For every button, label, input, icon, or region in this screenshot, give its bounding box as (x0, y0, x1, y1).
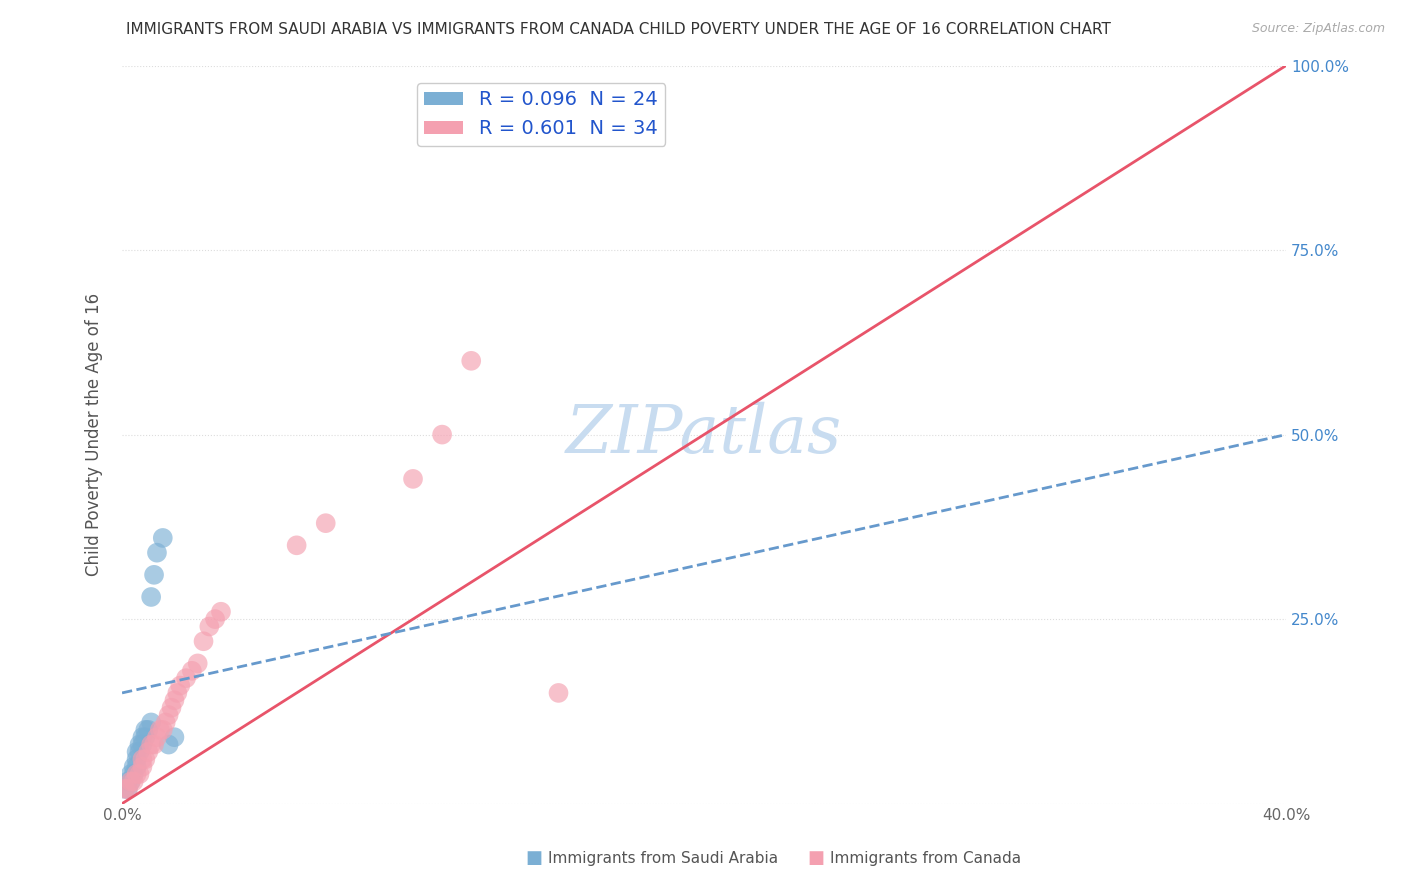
Point (120, 767, 142, 781)
Text: IMMIGRANTS FROM SAUDI ARABIA VS IMMIGRANTS FROM CANADA CHILD POVERTY UNDER THE A: IMMIGRANTS FROM SAUDI ARABIA VS IMMIGRAN… (127, 22, 1111, 37)
Point (120, 774, 142, 789)
Point (547, 686, 569, 700)
Text: Immigrants from Saudi Arabia: Immigrants from Saudi Arabia (548, 852, 779, 866)
Point (163, 693, 186, 707)
Point (160, 700, 183, 714)
Point (146, 730, 169, 744)
Point (131, 738, 153, 752)
Point (157, 708, 180, 723)
Point (152, 531, 174, 545)
Point (143, 738, 166, 752)
Point (125, 767, 148, 781)
Point (117, 781, 139, 796)
Point (125, 760, 148, 774)
Point (120, 774, 142, 789)
Point (141, 715, 163, 730)
Text: Source: ZipAtlas.com: Source: ZipAtlas.com (1251, 22, 1385, 36)
Point (169, 679, 191, 693)
Point (117, 781, 139, 796)
Point (430, 427, 453, 442)
Point (136, 723, 159, 737)
Point (131, 752, 153, 766)
Point (125, 745, 148, 759)
Point (131, 760, 153, 774)
Text: ■: ■ (526, 849, 543, 867)
Point (114, 781, 136, 796)
Point (193, 634, 215, 648)
Point (122, 767, 145, 781)
Point (125, 752, 148, 766)
Point (209, 605, 232, 619)
Point (122, 774, 145, 789)
Point (143, 567, 166, 582)
Point (141, 590, 163, 604)
Point (114, 781, 136, 796)
Point (285, 538, 308, 552)
Text: ■: ■ (807, 849, 824, 867)
Text: Immigrants from Canada: Immigrants from Canada (830, 852, 1021, 866)
Point (149, 723, 172, 737)
Point (128, 745, 150, 759)
Point (180, 664, 202, 678)
Point (134, 723, 156, 737)
Legend: R = 0.096  N = 24, R = 0.601  N = 34: R = 0.096 N = 24, R = 0.601 N = 34 (416, 83, 665, 146)
Point (136, 745, 159, 759)
Point (174, 671, 197, 685)
Point (198, 619, 221, 633)
Point (315, 516, 337, 531)
Point (131, 730, 153, 744)
Point (204, 612, 226, 626)
Point (141, 738, 163, 752)
Point (157, 738, 180, 752)
Point (155, 715, 177, 730)
Point (128, 738, 150, 752)
Text: ZIPatlas: ZIPatlas (565, 402, 842, 467)
Point (152, 723, 174, 737)
Point (128, 767, 150, 781)
Point (402, 472, 425, 486)
Point (166, 686, 188, 700)
Y-axis label: Child Poverty Under the Age of 16: Child Poverty Under the Age of 16 (86, 293, 103, 576)
Point (146, 546, 169, 560)
Point (122, 760, 145, 774)
Point (187, 657, 209, 671)
Point (163, 730, 186, 744)
Point (460, 353, 482, 368)
Point (117, 774, 139, 789)
Point (134, 730, 156, 744)
Point (134, 752, 156, 766)
